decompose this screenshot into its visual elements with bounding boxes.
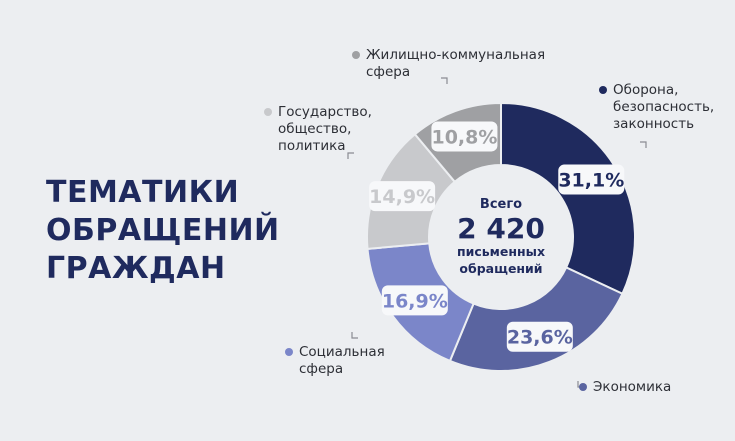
center-label-line-3: письменных (457, 244, 545, 259)
value-label-text: 23,6% (507, 327, 573, 349)
legend-label: Экономика (593, 379, 672, 395)
legend-item-economy: Экономика (579, 379, 672, 396)
value-label-bg (558, 164, 625, 195)
value-label-housing: 10,8% (431, 121, 498, 152)
value-label-social: 16,9% (381, 285, 448, 316)
legend-item-state: Государство, общество, политика (264, 104, 372, 155)
legend-label: Государство, общество, политика (278, 104, 372, 154)
connector-defense (640, 141, 647, 148)
legend-label: Социальная сфера (299, 344, 385, 377)
slice-value-labels: 31,1% 23,6% 16,9% 14,9% 10,8% (369, 121, 625, 352)
value-label-economy: 23,6% (506, 321, 573, 352)
donut-center-circle (429, 165, 573, 309)
value-label-defense: 31,1% (558, 164, 625, 195)
value-label-state: 14,9% (369, 181, 436, 212)
title-line-2: ОБРАЩЕНИЙ (46, 213, 280, 248)
legend-item-defense: Оборона, безопасность, законность (599, 82, 715, 133)
value-label-text: 31,1% (558, 170, 624, 192)
legend-dot (264, 108, 272, 116)
value-label-text: 16,9% (382, 290, 448, 312)
legend-label: Оборона, безопасность, законность (613, 82, 715, 132)
legend-dot (599, 86, 607, 94)
value-label-text: 10,8% (431, 126, 497, 148)
center-total-value: 2 420 (457, 212, 545, 245)
title-line-3: ГРАЖДАН (46, 251, 226, 286)
title-line-1: ТЕМАТИКИ (46, 175, 240, 210)
legend-dot (285, 348, 293, 356)
value-label-bg (381, 285, 448, 316)
value-label-bg (506, 321, 573, 352)
value-label-bg (369, 181, 436, 212)
legend-item-social: Социальная сфера (285, 344, 385, 378)
center-label-line-4: обращений (459, 261, 542, 276)
connector-state (347, 152, 354, 159)
value-label-text: 14,9% (369, 186, 435, 208)
legend-item-housing: Жилищно-коммунальная сфера (352, 47, 546, 81)
legend-label: Жилищно-коммунальная сфера (366, 47, 546, 80)
page-title: ТЕМАТИКИ ОБРАЩЕНИЙ ГРАЖДАН (46, 174, 280, 288)
value-label-bg (431, 121, 498, 152)
center-label-total-caption: Всего (480, 197, 522, 212)
legend-dot (579, 383, 587, 391)
connector-social (351, 332, 358, 339)
connector-housing (441, 77, 448, 84)
legend-dot (352, 51, 360, 59)
